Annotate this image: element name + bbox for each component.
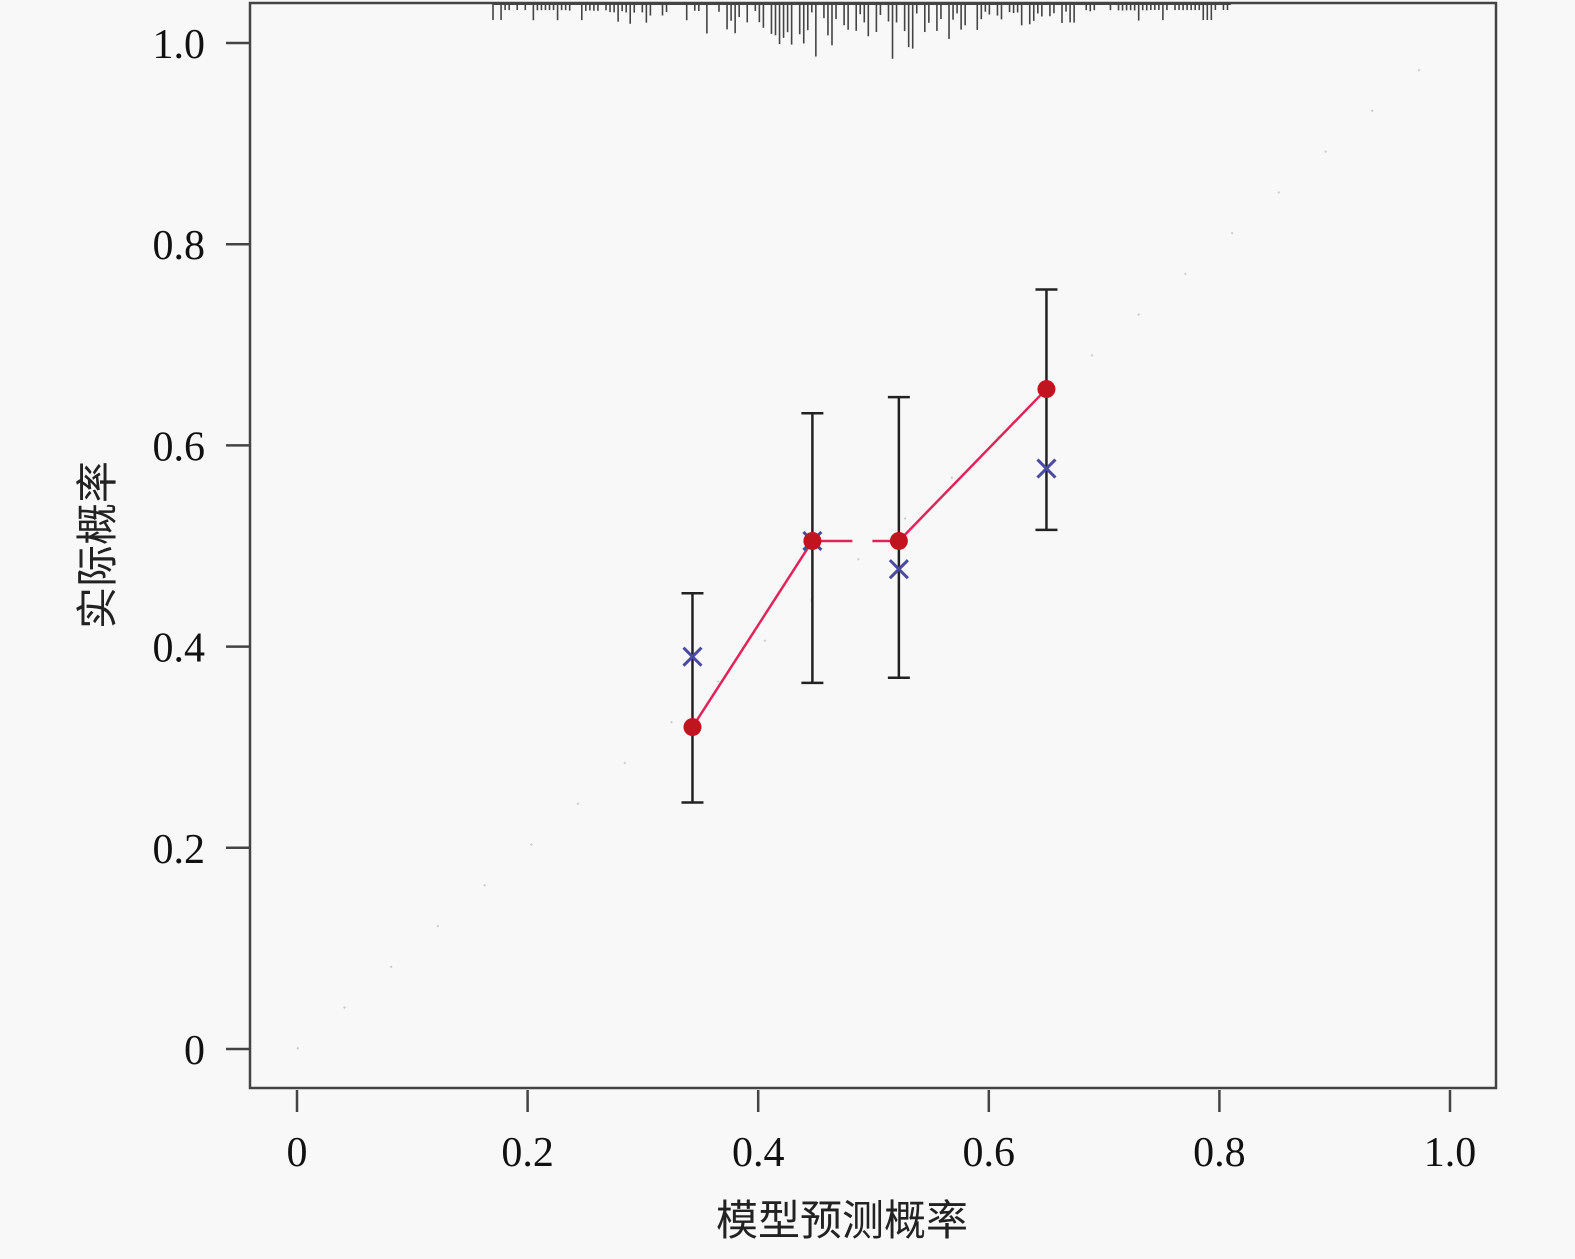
x-tick-label: 0 <box>287 1130 308 1176</box>
observed-point <box>889 531 908 550</box>
y-axis-label: 实际概率 <box>73 461 122 629</box>
observed-line-segment <box>691 540 814 728</box>
observed-line-segment <box>897 388 1048 542</box>
observed-point <box>1037 380 1056 399</box>
bias-corrected-x-marker <box>682 646 703 667</box>
bias-corrected-x-marker <box>1036 458 1057 479</box>
y-tick-label: 0.2 <box>153 827 206 873</box>
y-tick-label: 1.0 <box>153 22 206 68</box>
y-tick-label: 0.4 <box>153 626 206 672</box>
x-axis-label: 模型预测概率 <box>716 1196 968 1245</box>
observed-point <box>683 718 702 737</box>
bias-corrected-x-marker <box>888 559 909 580</box>
observed-point <box>803 531 822 550</box>
x-tick-label: 1.0 <box>1424 1130 1477 1176</box>
x-tick-label: 0.8 <box>1193 1130 1246 1176</box>
x-tick-label: 0.6 <box>963 1130 1016 1176</box>
y-tick-label: 0.8 <box>153 223 206 269</box>
y-tick-label: 0 <box>184 1028 205 1074</box>
y-tick-label: 0.6 <box>153 424 206 470</box>
x-tick-label: 0.2 <box>501 1130 554 1176</box>
x-tick-label: 0.4 <box>732 1130 785 1176</box>
ideal-reference-line <box>296 42 1451 1050</box>
plot-frame <box>248 1 1498 1090</box>
